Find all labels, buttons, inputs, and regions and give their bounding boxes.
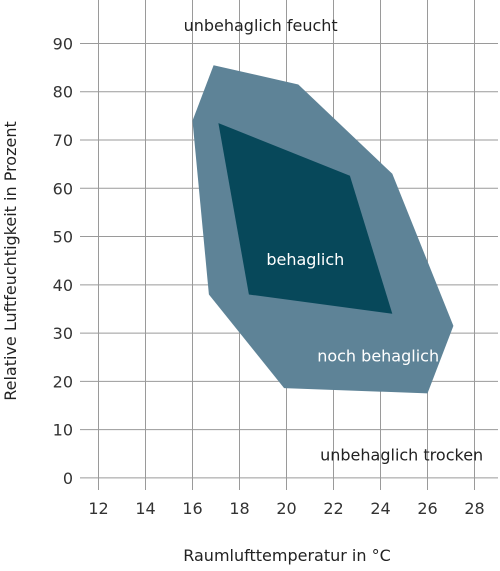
y-tick-40: 40 [53,276,73,295]
x-tick-24: 24 [370,499,390,518]
region-annotations: unbehaglich feucht behaglich noch behaglic… [184,16,484,465]
y-tick-70: 70 [53,131,73,150]
y-tick-labels: 0 10 20 30 40 50 60 70 80 90 [53,34,73,487]
x-tick-26: 26 [417,499,437,518]
y-axis-label: Relative Luftfeuchtigkeit in Prozent [1,121,20,401]
x-tick-14: 14 [135,499,155,518]
y-tick-10: 10 [53,421,73,440]
x-tick-28: 28 [464,499,484,518]
annotation-behaglich: behaglich [266,250,344,269]
annotation-unbehaglich-feucht: unbehaglich feucht [184,16,338,35]
y-tick-30: 30 [53,324,73,343]
x-tick-16: 16 [182,499,202,518]
y-tick-20: 20 [53,372,73,391]
y-tick-0: 0 [63,469,73,488]
y-tick-60: 60 [53,179,73,198]
annotation-noch-behaglich: noch behaglich [317,347,439,366]
x-tick-20: 20 [276,499,296,518]
x-tick-labels: 12 14 16 18 20 22 24 26 28 [88,499,484,518]
x-tick-18: 18 [229,499,249,518]
annotation-unbehaglich-trocken: unbehaglich trocken [320,446,483,465]
y-tick-90: 90 [53,34,73,53]
x-axis-label: Raumlufttemperatur in °C [183,546,391,565]
y-tick-50: 50 [53,228,73,247]
x-tick-22: 22 [323,499,343,518]
region-behaglich [218,123,393,314]
y-tick-80: 80 [53,83,73,102]
comfort-regions [192,65,454,394]
x-tick-12: 12 [88,499,108,518]
